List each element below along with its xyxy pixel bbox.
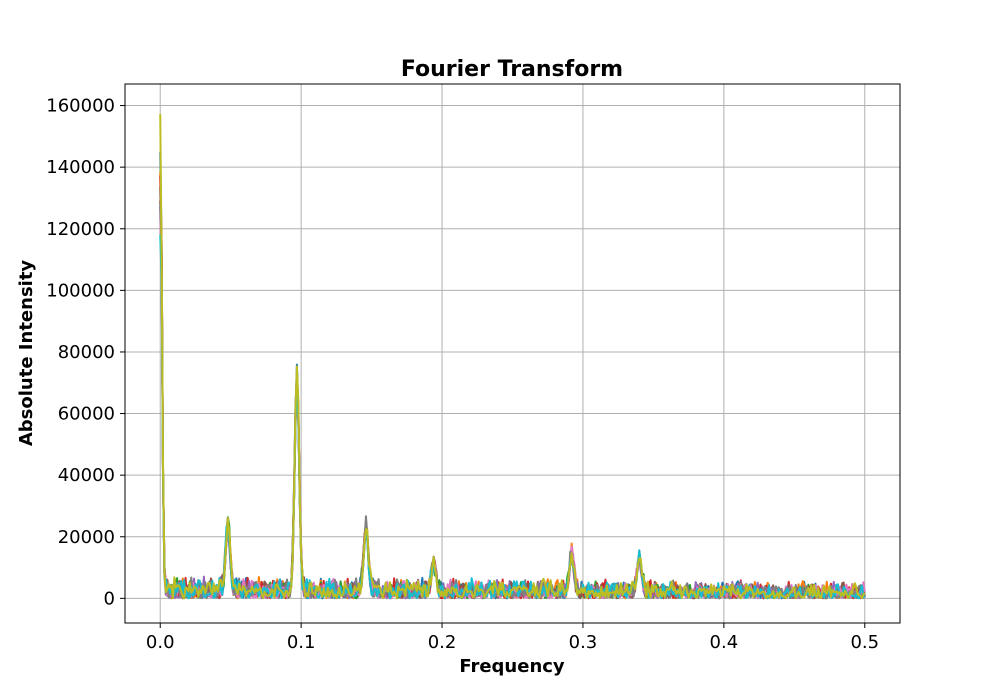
y-tick-label: 20000 xyxy=(58,527,115,548)
x-tick-label: 0.5 xyxy=(850,632,879,653)
series-line xyxy=(159,114,866,600)
y-tick-label: 0 xyxy=(104,588,115,609)
grid xyxy=(125,84,900,623)
y-tick-label: 120000 xyxy=(46,219,115,240)
y-tick-label: 100000 xyxy=(46,280,115,301)
y-tick-label: 160000 xyxy=(46,96,115,117)
x-tick-label: 0.0 xyxy=(146,632,175,653)
series-lines xyxy=(159,114,866,600)
y-tick-label: 60000 xyxy=(58,404,115,425)
x-tick-label: 0.1 xyxy=(287,632,316,653)
x-tick-label: 0.2 xyxy=(428,632,457,653)
axis-ticks: 0.0 0.1 0.2 0.3 0.4 0.5 0 20000 40000 60000 80000 1… xyxy=(46,96,879,653)
chart-title: Fourier Transform xyxy=(401,57,623,82)
series-line xyxy=(159,234,866,600)
y-axis-label: Absolute Intensity xyxy=(16,260,37,447)
y-tick-label: 40000 xyxy=(58,465,115,486)
y-tick-label: 80000 xyxy=(58,342,115,363)
x-axis-label: Frequency xyxy=(459,656,565,677)
plot-frame xyxy=(124,83,901,624)
y-tick-label: 140000 xyxy=(46,157,115,178)
x-tick-label: 0.4 xyxy=(710,632,739,653)
x-tick-label: 0.3 xyxy=(569,632,598,653)
